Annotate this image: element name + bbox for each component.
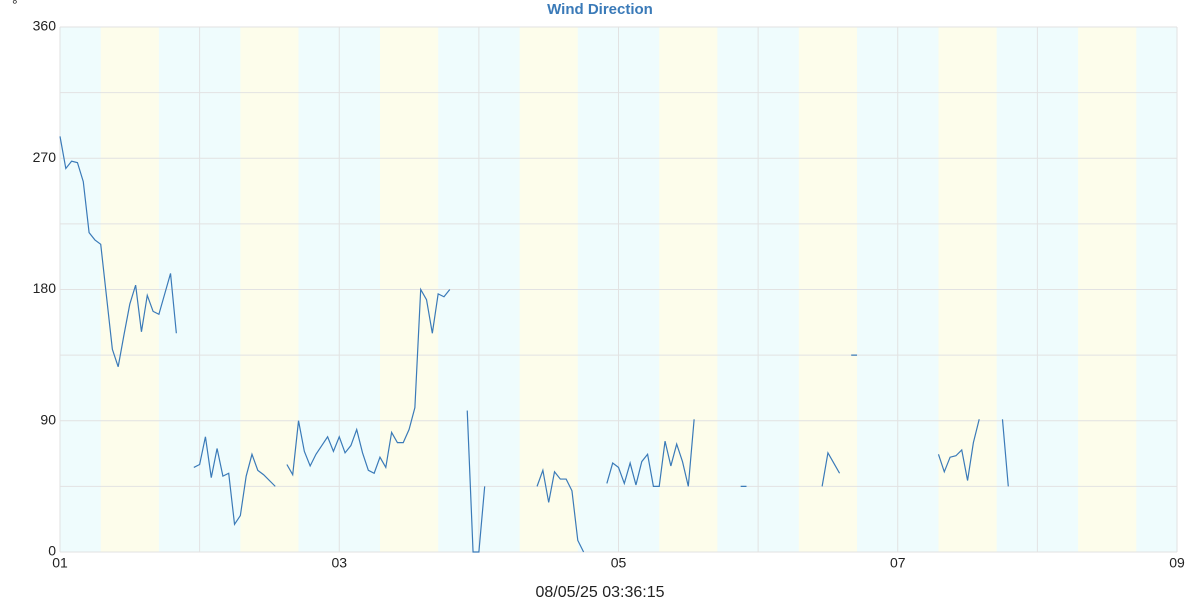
- x-tick-label: 05: [611, 555, 627, 571]
- x-tick-label: 03: [331, 555, 347, 571]
- y-tick-label: 90: [40, 411, 56, 427]
- chart-title: Wind Direction: [547, 1, 653, 18]
- line: [59, 136, 1009, 553]
- y-tick-label: 270: [33, 149, 57, 165]
- x-tick-label: 01: [52, 555, 68, 571]
- y-tick-label: 360: [33, 18, 57, 34]
- x-tick-label: 09: [1169, 555, 1185, 571]
- y-tick-label: 0: [48, 543, 56, 559]
- y-tick-label: 180: [33, 280, 57, 296]
- footer-timestamp: 08/05/25 03:36:15: [535, 584, 664, 600]
- y-unit: °: [12, 0, 18, 13]
- x-tick-label: 07: [890, 555, 906, 571]
